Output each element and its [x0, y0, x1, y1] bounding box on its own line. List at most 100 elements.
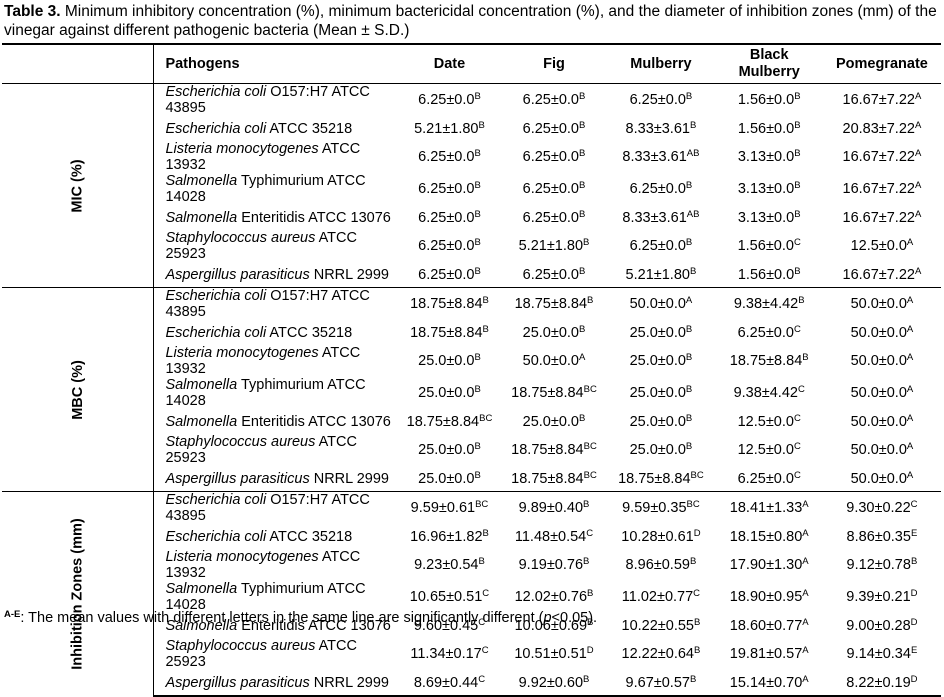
significance-letter: B: [689, 673, 697, 685]
significance-letter: BC: [583, 384, 597, 395]
significance-letter: BC: [690, 469, 704, 481]
pathogen-genus: Salmonella: [165, 617, 238, 634]
value-cell: 6.25±0.0C: [716, 466, 823, 492]
pathogen-cell: Escherichia coli O157:H7 ATCC 43895: [153, 491, 398, 524]
value-cell: 6.25±0.0B: [502, 116, 607, 141]
value-cell: 25.0±0.0B: [502, 409, 607, 434]
table-row: Listeria monocytogenes ATCC 13932 25.0±0.…: [2, 345, 941, 377]
pathogen-cell: Escherichia coli O157:H7 ATCC 43895: [154, 84, 397, 116]
significance-letter: C: [793, 441, 801, 452]
significance-letter: A: [914, 148, 922, 159]
value-cell: 6.25±0.0B: [397, 230, 502, 262]
significance-letter: B: [685, 180, 693, 191]
mean-sd: 9.38±4.42: [733, 385, 798, 401]
pathogen-cell: Staphylococcus aureus ATCC 25923: [154, 230, 397, 262]
mean-sd: 25.0±0.0: [418, 442, 475, 458]
pathogen-strain: ATCC 35218: [266, 324, 353, 341]
value-cell: 18.75±8.84BC: [606, 466, 715, 492]
pathogen-cell: Salmonella Typhimurium ATCC 14028: [154, 173, 397, 205]
mean-sd: 6.25±0.0: [522, 266, 579, 283]
table-row: Inhibition Zones (mm) Escherichia coli O1…: [2, 491, 941, 696]
group-label: MBC (%): [69, 359, 86, 420]
mean-sd: 8.86±0.35: [846, 528, 911, 545]
significance-letter: B: [794, 208, 801, 220]
mean-sd: 18.75±8.84: [511, 385, 584, 401]
significance-letter: C: [910, 499, 918, 510]
mean-sd: 9.23±0.54: [414, 557, 479, 573]
table-caption: Table 3. Minimum inhibitory concentratio…: [4, 2, 940, 40]
significance-letter: A: [906, 295, 914, 306]
value-cell: 6.25±0.0B: [502, 173, 607, 205]
value-cell: 12.5±0.0C: [716, 434, 823, 466]
table-row: Salmonella Enteritidis ATCC 13076 6.25±0.…: [2, 205, 941, 230]
mean-sd: 18.75±8.84: [511, 470, 584, 487]
table-row: Escherichia coli ATCC 35218 16.96±1.82B 11…: [2, 524, 941, 549]
significance-letter: B: [583, 556, 590, 567]
value-cell: 50.0±0.0A: [823, 409, 941, 434]
caption-label: Table 3.: [4, 3, 61, 20]
significance-letter: B: [689, 265, 697, 277]
significance-letter: B: [578, 119, 586, 131]
pathogen-genus: Staphylococcus aureus: [165, 230, 316, 246]
pathogen-cell: Listeria monocytogenes ATCC 13932: [154, 141, 397, 173]
mean-sd: 8.96±0.59: [625, 557, 690, 573]
significance-letter: B: [474, 91, 481, 102]
mean-sd: 19.81±0.57: [729, 646, 803, 662]
significance-letter: A: [802, 673, 809, 685]
value-cell: 9.38±4.42B: [715, 287, 823, 320]
mean-sd: 11.34±0.17: [410, 646, 482, 662]
significance-letter: B: [474, 265, 481, 277]
significance-letter: A: [802, 556, 809, 567]
pathogen-genus: Staphylococcus aureus: [165, 638, 316, 654]
value-cell: 16.67±7.22A: [823, 84, 941, 117]
value-cell: 16.67±7.22A: [823, 205, 941, 230]
group-label-cell: MIC (%): [2, 83, 155, 288]
significance-letter: B: [578, 323, 586, 335]
pathogen-genus: Aspergillus parasiticus: [165, 266, 310, 283]
mean-sd: 12.5±0.0: [737, 442, 794, 458]
value-cell: 8.33±3.61B: [606, 116, 715, 141]
value-cell: 18.75±8.84B: [501, 287, 607, 320]
mean-sd: 25.0±0.0: [629, 442, 686, 458]
value-cell: 50.0±0.0A: [823, 320, 941, 345]
value-cell: 25.0±0.0B: [606, 434, 715, 466]
value-cell: 9.19±0.76B: [502, 549, 607, 581]
header-date: Date: [397, 43, 502, 84]
mean-sd: 8.33±3.61: [622, 209, 687, 226]
mean-sd: 9.30±0.22: [846, 500, 911, 516]
pathogen-strain: ATCC 13932: [165, 549, 361, 581]
mean-sd: 25.0±0.0: [629, 385, 686, 401]
significance-letter: BC: [583, 441, 597, 452]
mean-sd: 6.25±0.0: [418, 181, 475, 197]
mean-sd: 18.90±0.95: [729, 589, 803, 605]
mean-sd: 10.51±0.51: [514, 646, 587, 662]
significance-letter: C: [586, 527, 594, 539]
table-row: Salmonella Typhimurium ATCC 14028 10.65±0…: [2, 581, 941, 613]
significance-letter: A: [685, 295, 693, 306]
significance-letter: B: [583, 237, 590, 248]
significance-letter: B: [587, 295, 594, 306]
mean-sd: 16.67±7.22: [842, 209, 915, 226]
pathogen-genus: Staphylococcus aureus: [165, 434, 316, 450]
pathogen-genus: Escherichia coli: [165, 120, 267, 137]
value-cell: 9.89±0.40B: [501, 491, 607, 524]
pathogen-genus: Salmonella: [165, 173, 238, 189]
significance-letter: A: [906, 352, 914, 363]
value-cell: 5.21±1.80B: [502, 230, 607, 262]
significance-letter: B: [794, 180, 801, 191]
significance-letter: B: [689, 119, 697, 131]
significance-letter: A: [802, 645, 809, 656]
mean-sd: 6.25±0.0: [522, 92, 579, 108]
value-cell: 18.75±8.84B: [716, 345, 823, 377]
significance-letter: A: [914, 119, 922, 131]
pathogen-cell: Salmonella Enteritidis ATCC 13076: [154, 409, 397, 434]
mean-sd: 3.13±0.0: [737, 149, 795, 165]
mean-sd: 6.25±0.0: [418, 209, 475, 226]
pathogen-strain: ATCC 35218: [266, 120, 353, 137]
significance-letter: C: [793, 323, 801, 335]
significance-letter: A: [914, 91, 922, 102]
footnote-text-after: <0.05).: [551, 610, 598, 626]
mean-sd: 5.21±1.80: [625, 266, 690, 283]
significance-letter: B: [482, 527, 489, 539]
value-cell: 11.48±0.54C: [502, 524, 607, 549]
